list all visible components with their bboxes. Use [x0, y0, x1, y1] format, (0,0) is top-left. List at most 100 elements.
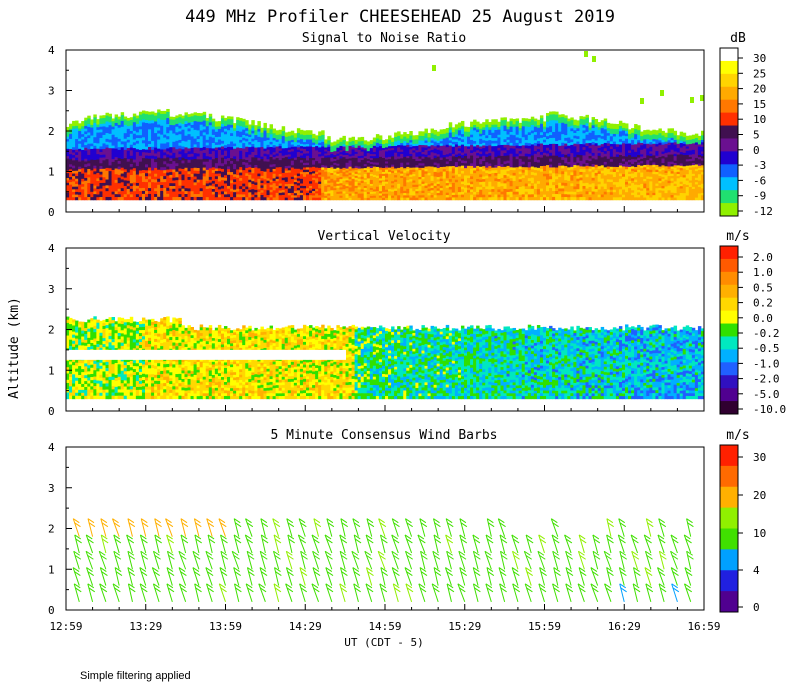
snr-cell: [321, 174, 325, 178]
snr-cell: [138, 117, 143, 121]
snr-cell: [424, 138, 428, 141]
snr-cell: [108, 153, 112, 158]
snr-cell: [132, 139, 137, 143]
snr-cell: [293, 159, 298, 163]
snr-cell: [539, 168, 544, 173]
snr-cell: [126, 139, 131, 143]
snr-cell: [90, 186, 94, 190]
snr-cell: [488, 132, 492, 136]
snr-cell: [500, 147, 504, 151]
snr-cell: [223, 150, 228, 154]
snr-cell: [400, 162, 404, 166]
snr-cell: [306, 178, 310, 182]
snr-cell: [549, 193, 553, 198]
snr-cell: [296, 178, 301, 182]
snr-cell: [366, 147, 371, 150]
snr-cell: [403, 163, 407, 167]
snr-cell: [102, 129, 106, 133]
snr-cell: [473, 159, 477, 163]
snr-cell: [141, 164, 146, 168]
snr-cell: [78, 192, 82, 196]
snr-cell: [193, 185, 198, 189]
snr-cell: [564, 121, 568, 125]
snr-cell: [351, 147, 356, 150]
snr-cell: [530, 133, 535, 137]
snr-cell: [345, 186, 349, 189]
snr-cell: [251, 157, 255, 161]
snr-cell: [530, 149, 535, 154]
snr-cell: [181, 177, 185, 181]
snr-cell: [227, 146, 231, 151]
snr-cell: [509, 186, 513, 190]
snr-cell: [549, 196, 553, 201]
snr-cell: [193, 159, 198, 163]
snr-cell: [467, 148, 471, 152]
snr-cell: [369, 148, 374, 151]
snr-cell: [105, 135, 109, 140]
snr-cell: [521, 175, 526, 179]
snr-cell: [503, 188, 507, 192]
snr-cell: [357, 172, 362, 176]
snr-cell: [166, 157, 170, 161]
snr-cell: [269, 172, 273, 176]
snr-cell: [87, 149, 91, 153]
snr-cell: [275, 178, 280, 182]
snr-cell: [460, 165, 465, 169]
snr-cell: [272, 149, 277, 153]
snr-cell: [388, 184, 392, 188]
snr-cell: [75, 189, 79, 193]
snr-cell: [84, 166, 88, 171]
snr-cell: [99, 191, 103, 195]
snr-cell: [306, 153, 310, 157]
snr-cell: [187, 157, 191, 161]
snr-cell: [245, 160, 249, 164]
snr-cell: [281, 172, 286, 176]
snr-cell: [148, 120, 152, 124]
snr-cell: [388, 137, 392, 141]
snr-cell: [369, 183, 374, 187]
snr-cell: [403, 184, 407, 187]
snr-cell: [391, 148, 395, 151]
snr-cell: [561, 159, 565, 164]
snr-cell: [315, 193, 319, 196]
snr-cell: [555, 173, 559, 177]
snr-cell: [117, 172, 122, 176]
snr-cell: [397, 149, 401, 153]
snr-cell: [385, 193, 389, 197]
snr-cell: [220, 182, 225, 187]
snr-cell: [245, 178, 249, 182]
snr-cell: [354, 157, 359, 161]
snr-cell: [266, 132, 270, 136]
snr-cell: [388, 193, 392, 196]
snr-cell: [363, 148, 368, 151]
snr-cell: [181, 191, 185, 195]
snr-cell: [239, 148, 243, 152]
snr-cell: [485, 170, 489, 174]
snr-cell: [309, 197, 313, 201]
snr-cell: [369, 158, 374, 161]
snr-cell: [318, 167, 322, 171]
snr-cell: [460, 131, 465, 135]
snr-cell: [272, 180, 277, 184]
snr-cell: [391, 156, 395, 159]
snr-cell: [154, 156, 158, 160]
snr-cell: [166, 148, 170, 152]
snr-cell: [160, 161, 164, 165]
snr-cell: [378, 154, 383, 158]
snr-cell: [470, 192, 474, 196]
snr-cell: [75, 149, 79, 153]
snr-cell: [558, 197, 562, 201]
snr-cell: [318, 151, 322, 155]
snr-cell: [430, 192, 435, 196]
snr-cell: [111, 123, 116, 128]
snr-cell: [403, 145, 407, 149]
snr-cell: [533, 164, 538, 168]
snr-cell: [336, 169, 340, 173]
snr-cell: [144, 134, 149, 139]
snr-cell: [299, 139, 304, 142]
snr-cell: [412, 195, 416, 199]
snr-cell: [172, 127, 176, 132]
snr-cell: [321, 158, 325, 161]
snr-cell: [418, 142, 422, 146]
snr-cell: [315, 137, 319, 141]
